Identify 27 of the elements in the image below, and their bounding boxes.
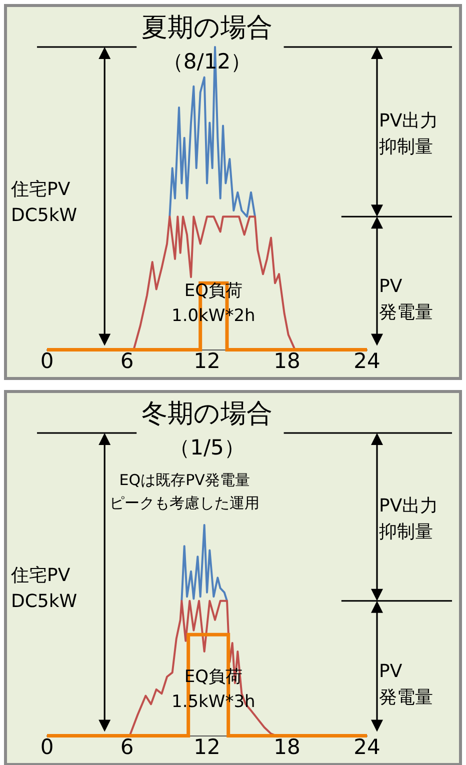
annotation: DC5kW xyxy=(11,205,78,226)
x-tick-label: 0 xyxy=(40,348,54,373)
x-tick-label: 6 xyxy=(120,348,134,373)
text: ピークも考慮した運用 xyxy=(110,494,260,512)
annotation: 住宅PV xyxy=(10,179,71,200)
chart-title: 冬期の場合 xyxy=(142,398,272,429)
annotation: 住宅PV xyxy=(10,565,71,586)
x-tick-label: 24 xyxy=(354,734,380,759)
x-tick-label: 6 xyxy=(120,734,134,759)
text: 発電量 xyxy=(379,302,433,323)
text: PV xyxy=(379,276,403,297)
annotation: DC5kW xyxy=(11,591,78,612)
chart-subtitle: （1/5） xyxy=(169,435,245,460)
x-tick-label: 18 xyxy=(274,348,300,373)
x-tick-label: 12 xyxy=(194,348,220,373)
text: 抑制量 xyxy=(379,136,433,158)
chart-title: 夏期の場合 xyxy=(142,12,272,43)
x-tick-label: 12 xyxy=(194,734,220,759)
text: 発電量 xyxy=(379,687,433,708)
text: PV xyxy=(379,661,403,682)
x-tick-label: 0 xyxy=(40,734,54,759)
text: PV出力 xyxy=(379,496,438,517)
x-tick-label: 18 xyxy=(274,734,300,759)
x-tick-label: 24 xyxy=(354,348,380,373)
text: EQは既存PV発電量 xyxy=(119,470,250,489)
text: PV出力 xyxy=(379,110,438,132)
text: 抑制量 xyxy=(379,522,433,543)
